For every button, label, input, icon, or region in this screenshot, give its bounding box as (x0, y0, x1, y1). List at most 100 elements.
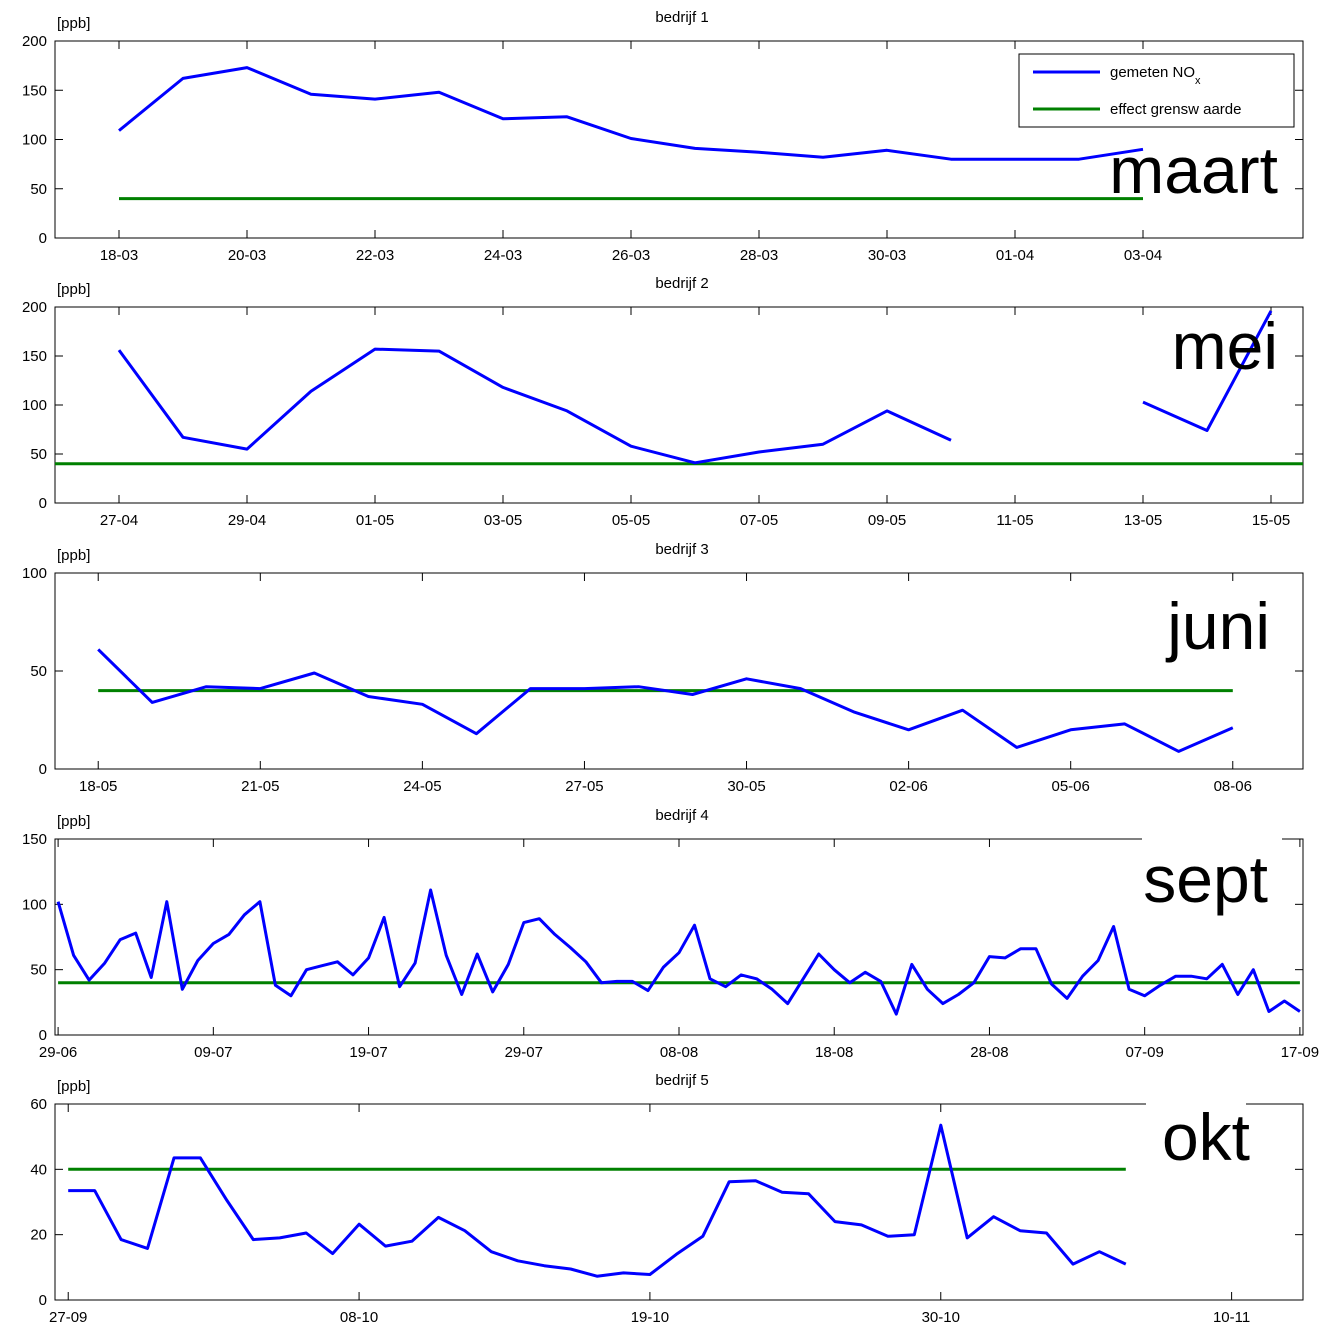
x-tick-label: 03-05 (484, 512, 522, 529)
axes-box (54, 306, 1304, 504)
x-tick-label: 20-03 (228, 247, 266, 264)
y-tick-label: 150 (22, 831, 47, 848)
x-tick-label: 27-04 (100, 512, 138, 529)
month-annotation: sept (1143, 842, 1268, 916)
series-gemeten-nox (117, 347, 952, 465)
y-tick-label: 0 (39, 1292, 47, 1309)
series-gemeten-nox (68, 1123, 1127, 1278)
annotation-mask (1146, 1086, 1246, 1181)
panel-title: bedrijf 2 (655, 275, 708, 292)
x-tick-label: 24-05 (403, 778, 441, 795)
x-tick-label: 27-05 (565, 778, 603, 795)
series-gemeten-nox (56, 888, 1301, 1016)
series-gemeten-nox (1142, 310, 1273, 432)
x-tick-label: 07-09 (1125, 1044, 1163, 1061)
annotation-mask (1142, 825, 1282, 910)
x-tick-label: 30-05 (727, 778, 765, 795)
x-tick-label: 30-03 (868, 247, 906, 264)
x-tick-label: 18-08 (815, 1044, 853, 1061)
y-tick-label: 50 (30, 962, 47, 979)
y-tick-label: 0 (39, 1027, 47, 1044)
axes-box (54, 1103, 1304, 1301)
y-tick-label: 50 (30, 181, 47, 198)
x-tick-label: 29-04 (228, 512, 266, 529)
x-tick-label: 15-05 (1252, 512, 1290, 529)
series-gemeten-nox (118, 66, 1144, 161)
panel-title: bedrijf 4 (655, 807, 708, 824)
y-tick-label: 200 (22, 299, 47, 316)
subplot-bedrijf-2: 0 50 100 150 200 27-04 29-04 01-05 03-05 05-05 07-… (22, 275, 1304, 529)
y-unit-label: [ppb] (57, 15, 90, 32)
x-tick-label: 10-11 (1213, 1309, 1250, 1326)
panel-title: bedrijf 3 (655, 541, 708, 558)
x-tick-label: 29-07 (505, 1044, 543, 1061)
y-tick-label: 200 (22, 33, 47, 50)
x-tick-label: 29-06 (39, 1044, 77, 1061)
y-tick-label: 100 (22, 565, 47, 582)
subplot-bedrijf-5: 0 20 40 60 27-09 08-10 19-10 30-10 10-11 bedrijf … (30, 1072, 1304, 1326)
y-tick-label: 40 (30, 1161, 47, 1178)
x-tick-label: 13-05 (1124, 512, 1162, 529)
x-tick-label: 08-06 (1214, 778, 1252, 795)
legend-label-limit: effect grensw aarde (1110, 101, 1241, 118)
x-tick-label: 07-05 (740, 512, 778, 529)
x-tick-label: 02-06 (889, 778, 927, 795)
x-tick-label: 09-07 (194, 1044, 232, 1061)
x-tick-label: 28-03 (740, 247, 778, 264)
month-annotation: juni (1165, 589, 1270, 663)
x-tick-label: 18-03 (100, 247, 138, 264)
series-gemeten-nox (97, 648, 1234, 753)
x-tick-label: 01-04 (996, 247, 1034, 264)
y-unit-label: [ppb] (57, 813, 90, 830)
x-tick-label: 01-05 (356, 512, 394, 529)
y-unit-label: [ppb] (57, 1078, 90, 1095)
x-tick-label: 19-10 (631, 1309, 669, 1326)
month-annotation: okt (1162, 1100, 1250, 1174)
y-unit-label: [ppb] (57, 547, 90, 564)
x-tick-label: 05-06 (1052, 778, 1090, 795)
y-tick-label: 100 (22, 896, 47, 913)
x-tick-label: 11-05 (996, 512, 1033, 529)
y-tick-label: 150 (22, 82, 47, 99)
legend-label-measured: gemeten NOx (1110, 64, 1201, 87)
x-tick-label: 24-03 (484, 247, 522, 264)
panel-title: bedrijf 1 (655, 9, 708, 26)
x-tick-label: 05-05 (612, 512, 650, 529)
y-tick-label: 150 (22, 348, 47, 365)
subplot-bedrijf-3: 0 50 100 18-05 21-05 24-05 27-05 30-05 02-06 05-0… (22, 541, 1304, 795)
y-unit-label: [ppb] (57, 281, 90, 298)
y-tick-label: 100 (22, 397, 47, 414)
month-annotation: maart (1109, 133, 1278, 207)
legend: gemeten NOx effect grensw aarde (1018, 53, 1295, 128)
x-tick-label: 21-05 (241, 778, 279, 795)
x-tick-label: 27-09 (49, 1309, 87, 1326)
x-tick-label: 03-04 (1124, 247, 1162, 264)
x-tick-label: 17-09 (1281, 1044, 1319, 1061)
x-tick-label: 28-08 (970, 1044, 1008, 1061)
y-tick-label: 100 (22, 132, 47, 149)
y-tick-label: 60 (30, 1096, 47, 1113)
subplot-bedrijf-1: 0 50 100 150 200 18-03 20-03 22-03 24-03 26-03 28-… (22, 9, 1304, 264)
y-tick-label: 0 (39, 230, 47, 247)
x-tick-label: 08-10 (340, 1309, 378, 1326)
y-tick-label: 0 (39, 761, 47, 778)
axes-box (54, 572, 1304, 770)
month-annotation: mei (1172, 309, 1278, 383)
x-tick-label: 08-08 (660, 1044, 698, 1061)
x-tick-label: 22-03 (356, 247, 394, 264)
x-tick-label: 30-10 (922, 1309, 960, 1326)
x-tick-label: 26-03 (612, 247, 650, 264)
panel-title: bedrijf 5 (655, 1072, 708, 1089)
x-tick-label: 18-05 (79, 778, 117, 795)
y-tick-label: 0 (39, 495, 47, 512)
y-tick-label: 20 (30, 1227, 47, 1244)
subplot-bedrijf-4: 0 50 100 150 29-06 09-07 19-07 29-07 08-08 18-08 2… (22, 807, 1319, 1061)
y-tick-label: 50 (30, 663, 47, 680)
y-tick-label: 50 (30, 446, 47, 463)
x-tick-label: 09-05 (868, 512, 906, 529)
axes-box (54, 838, 1304, 1036)
legend-box (1018, 53, 1295, 128)
x-tick-label: 19-07 (349, 1044, 387, 1061)
